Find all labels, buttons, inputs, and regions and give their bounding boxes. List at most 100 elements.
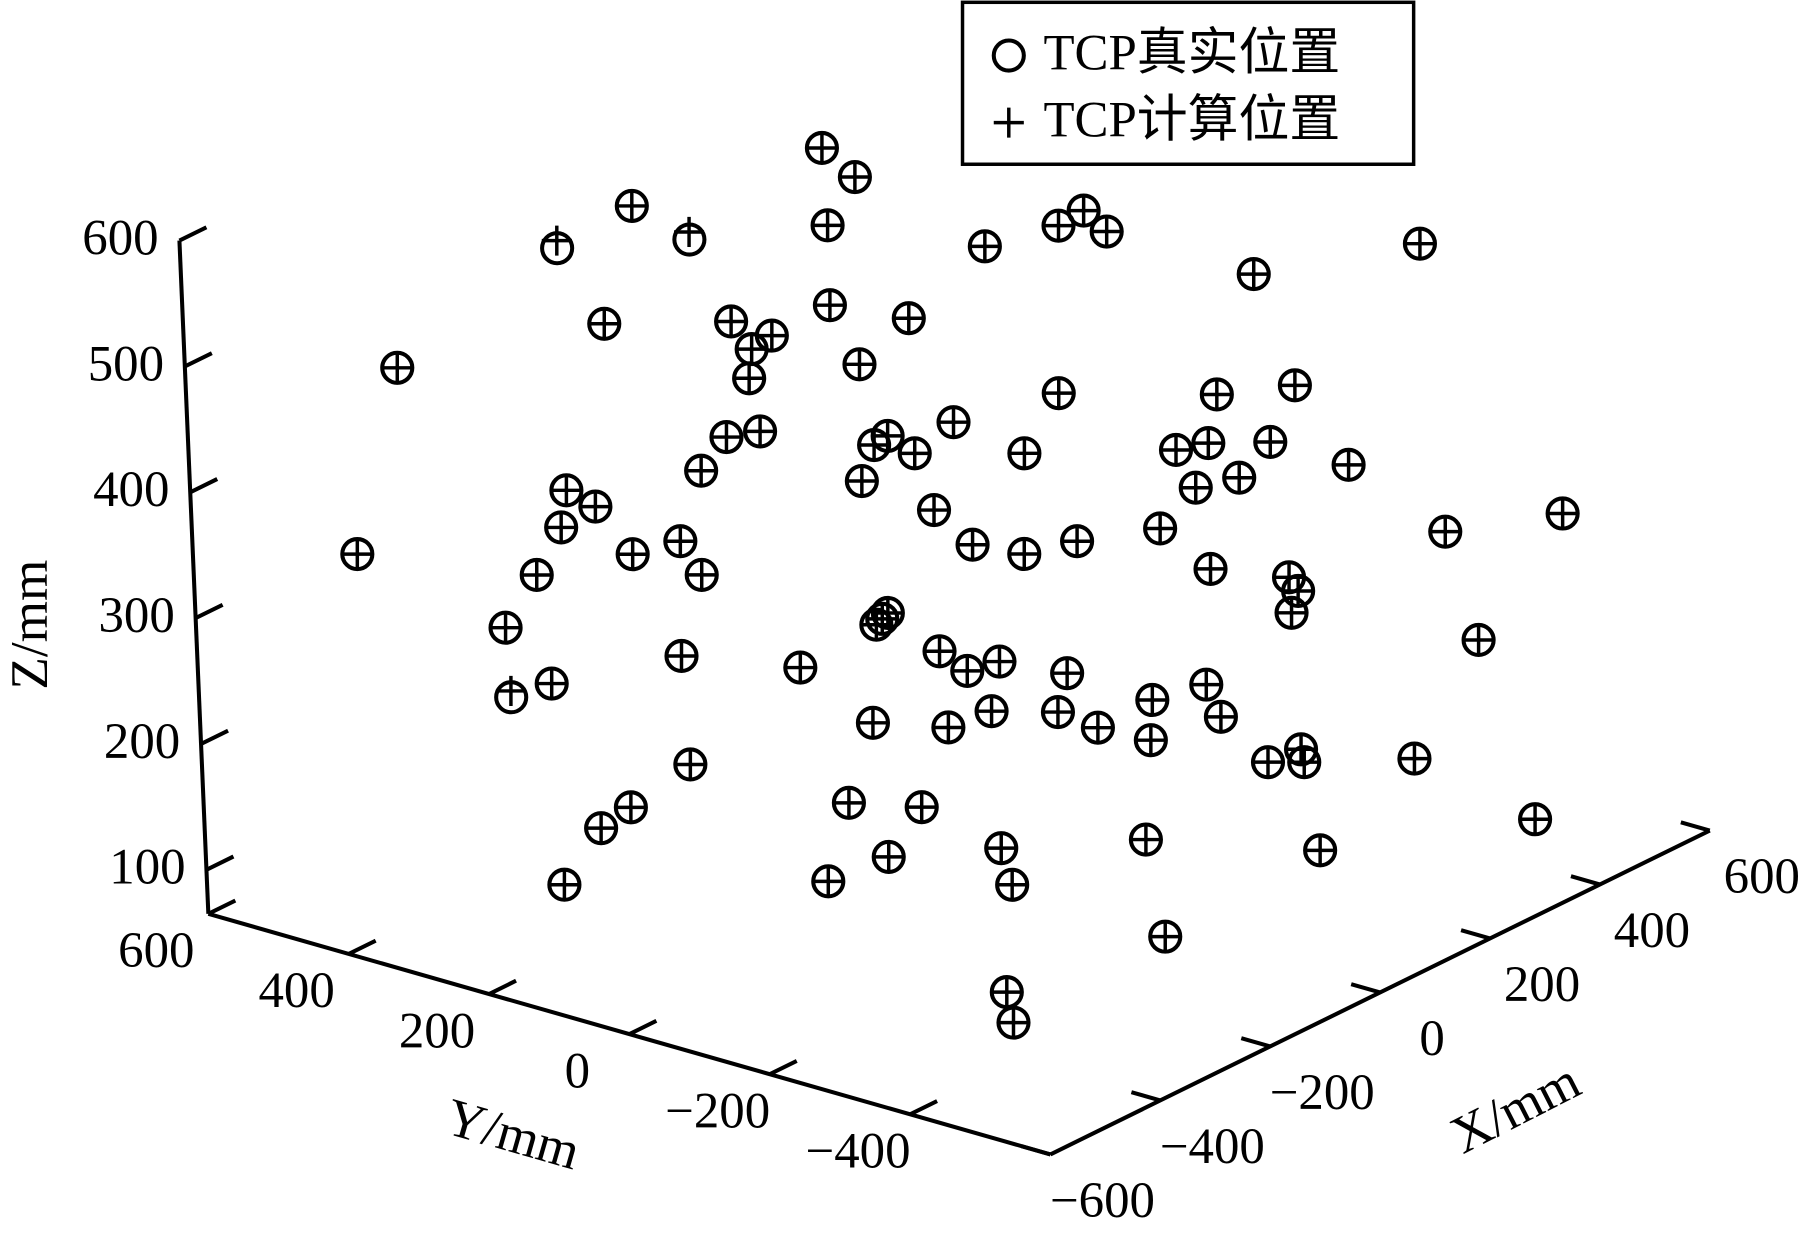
marker-plus (665, 526, 696, 557)
marker-plus (785, 652, 816, 683)
x-tick (1020, 1144, 1051, 1157)
marker-plus (521, 559, 552, 591)
marker-plus (984, 646, 1015, 677)
marker-plus (1193, 428, 1224, 459)
marker-plus (813, 866, 844, 897)
z-tick-label: 200 (104, 714, 180, 770)
y-tick-label: 600 (118, 923, 194, 979)
marker-plus (756, 320, 787, 351)
y-tick (628, 1019, 658, 1036)
z-axis (177, 240, 211, 914)
marker-plus (745, 416, 776, 447)
marker-plus (861, 609, 892, 640)
marker-plus (806, 132, 837, 164)
marker-plus (675, 749, 706, 780)
marker-plus (1195, 553, 1226, 584)
marker-plus (1137, 684, 1168, 716)
marker-plus (1180, 472, 1211, 503)
marker-plus (1160, 434, 1192, 465)
marker-plus (857, 707, 888, 738)
marker-plus (580, 491, 611, 522)
y-tick-label: 400 (258, 963, 334, 1019)
marker-plus (1520, 804, 1551, 835)
marker-plus (589, 308, 620, 339)
x-tick (1680, 820, 1711, 833)
marker-plus (938, 407, 969, 438)
marker-plus (1201, 379, 1232, 410)
marker-plus (969, 231, 1000, 262)
marker-plus (617, 539, 648, 570)
legend-label: TCP真实位置 (1043, 26, 1340, 82)
marker-plus (1043, 210, 1074, 241)
marker-plus (1082, 712, 1113, 743)
marker-plus (1052, 658, 1083, 689)
marker-plus (812, 210, 843, 241)
series (342, 132, 1578, 1038)
x-tick (1460, 928, 1491, 941)
x-tick-label: 400 (1614, 903, 1690, 959)
marker-plus (1009, 438, 1040, 469)
legend-box (960, 0, 1416, 166)
marker-plus (1091, 216, 1122, 247)
marker-plus (1463, 624, 1494, 656)
marker-plus (997, 869, 1028, 900)
z-tick-label: 100 (109, 840, 185, 896)
marker-plus (814, 290, 845, 321)
marker-plus (490, 612, 521, 643)
z-tick (183, 351, 213, 369)
marker-plus (873, 841, 904, 872)
x-tick (1570, 874, 1601, 887)
y-tick (347, 938, 377, 956)
marker-plus (839, 161, 870, 193)
marker-plus (1150, 921, 1181, 952)
y-tick-label: −400 (806, 1124, 911, 1180)
y-tick-label: 0 (565, 1043, 590, 1099)
marker-plus (734, 363, 765, 394)
marker-plus (986, 833, 1017, 864)
x-tick-label: −200 (1270, 1065, 1375, 1121)
z-tick (178, 225, 208, 243)
marker-plus (1130, 824, 1161, 855)
marker-plus (1286, 734, 1317, 765)
marker-plus (546, 512, 577, 543)
marker-plus (495, 675, 526, 706)
marker-plus (844, 349, 875, 380)
marker-plus (957, 529, 988, 560)
z-tick-label: 500 (88, 336, 164, 392)
marker-plus (736, 334, 767, 365)
marker-plus (666, 640, 697, 671)
marker-circle (991, 38, 1026, 73)
marker-plus (1276, 597, 1307, 628)
marker-plus (674, 216, 705, 248)
marker-plus (976, 696, 1007, 727)
marker-plus (1283, 575, 1314, 607)
marker-plus (998, 1007, 1029, 1038)
marker-plus (1191, 669, 1222, 700)
z-tick (194, 603, 224, 620)
y-tick (909, 1099, 938, 1117)
marker-plus (846, 465, 877, 497)
marker-plus (536, 668, 567, 699)
legend-label: TCP计算位置 (1043, 93, 1340, 149)
z-tick-label: 400 (93, 462, 169, 518)
marker-plus (615, 792, 646, 823)
z-tick-label: 600 (82, 211, 158, 267)
marker-plus (1305, 835, 1336, 866)
marker-plus (933, 712, 964, 743)
marker-plus (1068, 195, 1099, 226)
z-tick (189, 477, 219, 495)
x-tick (1130, 1090, 1161, 1103)
marker-plus (1333, 449, 1364, 480)
z-axis-label: Z/mm (0, 560, 59, 690)
marker-plus (924, 636, 955, 667)
marker-plus (906, 792, 937, 823)
marker-plus (616, 190, 647, 221)
marker-plus (1547, 498, 1578, 529)
marker-plus (586, 813, 617, 844)
marker-plus (686, 455, 717, 486)
marker-plus (1255, 426, 1286, 458)
marker-plus (993, 107, 1024, 138)
marker-plus (1205, 701, 1236, 732)
